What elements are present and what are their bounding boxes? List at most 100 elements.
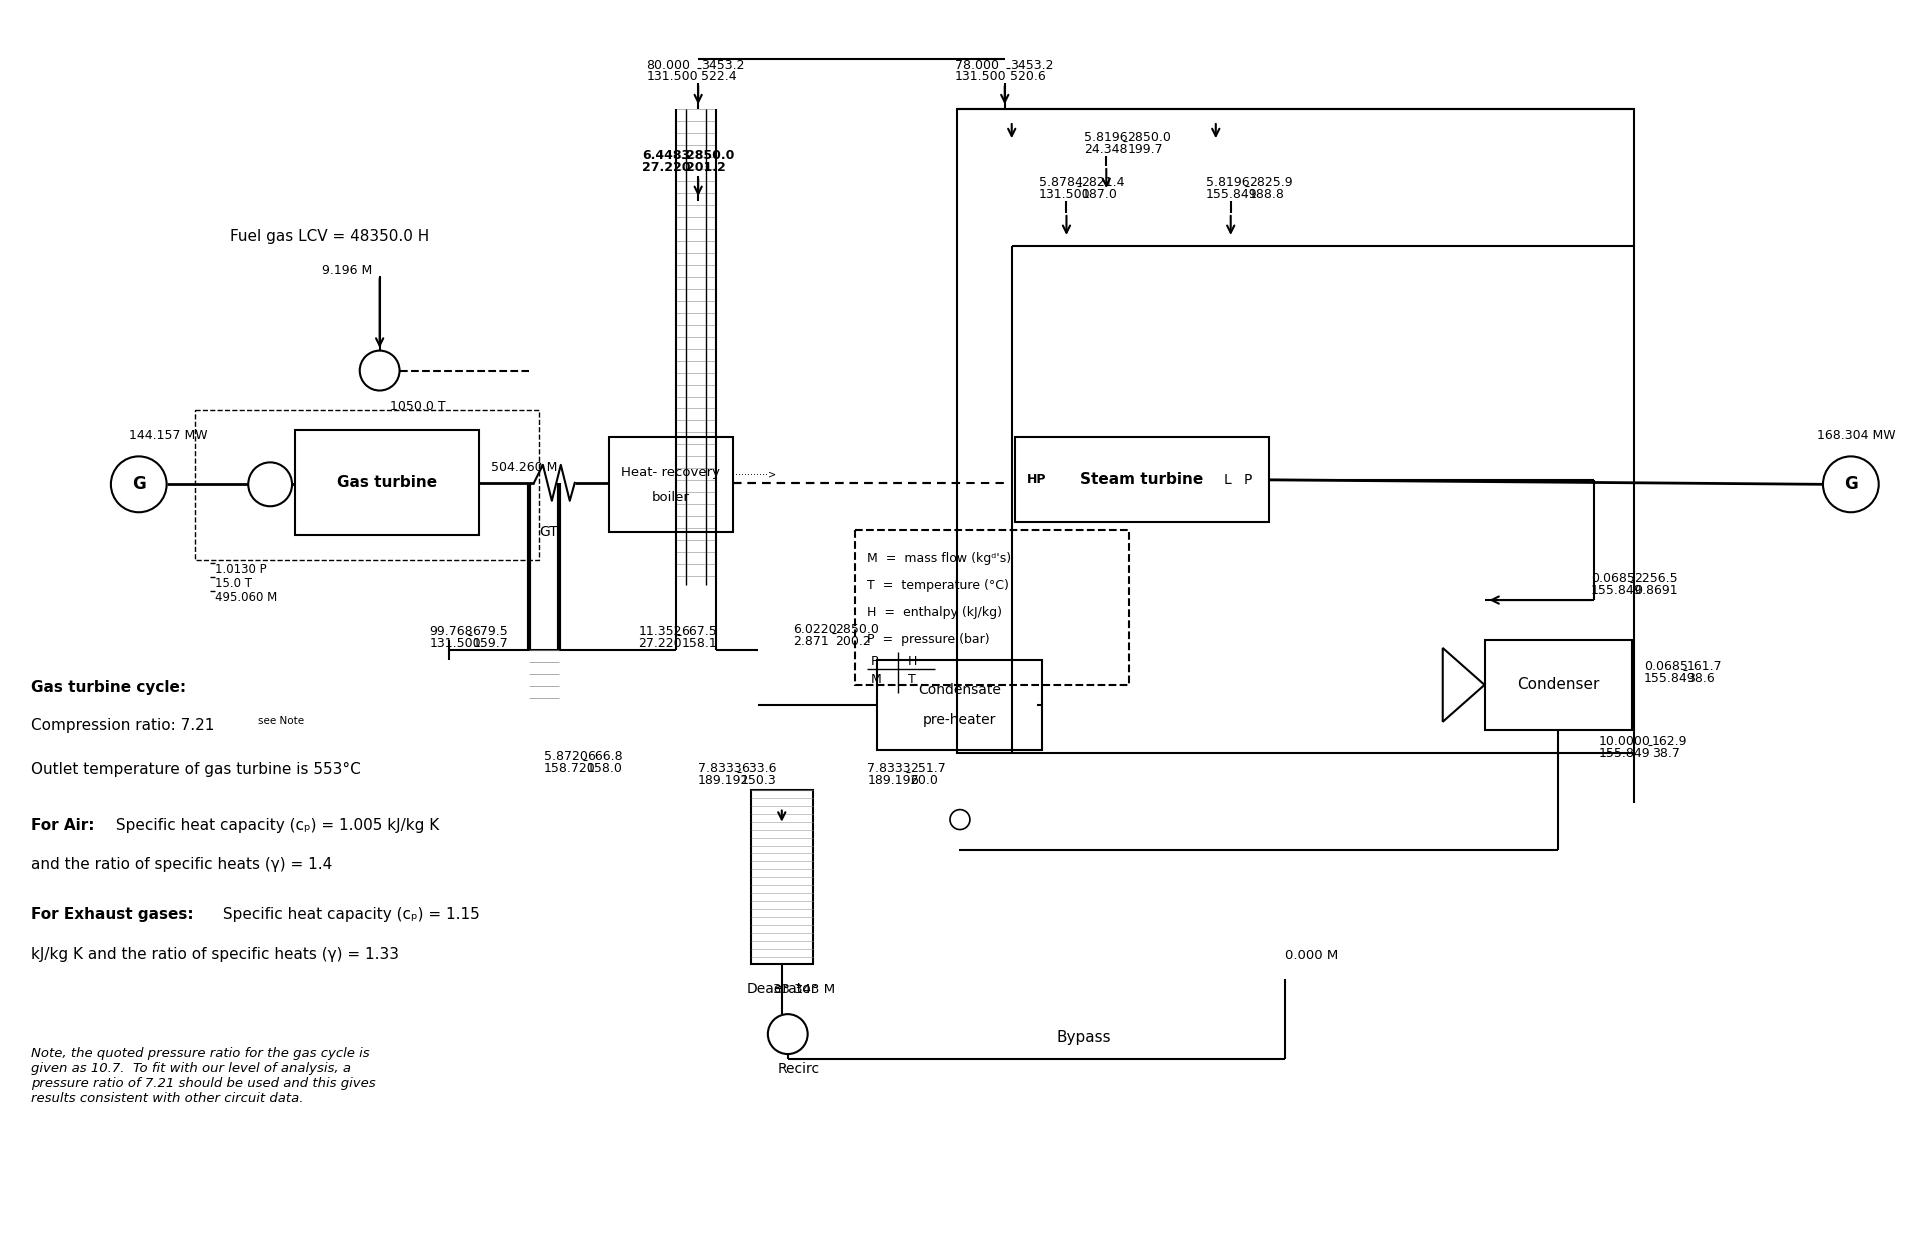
Text: 2821.4: 2821.4 bbox=[1080, 176, 1124, 189]
Text: and the ratio of specific heats (γ) = 1.4: and the ratio of specific heats (γ) = 1.… bbox=[30, 858, 331, 873]
Text: 6.4483: 6.4483 bbox=[642, 149, 690, 162]
Text: Steam turbine: Steam turbine bbox=[1080, 473, 1202, 488]
Text: T  =  temperature (°C): T = temperature (°C) bbox=[867, 579, 1010, 592]
Text: ···········>: ···········> bbox=[735, 470, 775, 480]
Text: 504.260 M: 504.260 M bbox=[491, 461, 556, 474]
Text: T: T bbox=[907, 673, 916, 686]
Text: 188.8: 188.8 bbox=[1248, 188, 1284, 201]
Text: H  =  enthalpy (kJ/kg): H = enthalpy (kJ/kg) bbox=[867, 606, 1002, 619]
Text: 189.192: 189.192 bbox=[697, 774, 749, 786]
Text: 27.220: 27.220 bbox=[638, 637, 682, 650]
Text: 24.348: 24.348 bbox=[1084, 143, 1128, 155]
Text: P  =  pressure (bar): P = pressure (bar) bbox=[867, 633, 989, 646]
Text: 38.6: 38.6 bbox=[1686, 672, 1713, 685]
Bar bbox=[855, 530, 1128, 685]
Text: G: G bbox=[1842, 475, 1857, 493]
Text: 5.8784: 5.8784 bbox=[1038, 176, 1082, 189]
Text: 158.720: 158.720 bbox=[543, 761, 596, 775]
Text: 522.4: 522.4 bbox=[701, 70, 737, 83]
Text: 3453.2: 3453.2 bbox=[1010, 59, 1053, 73]
Text: Gas turbine cycle:: Gas turbine cycle: bbox=[30, 680, 187, 695]
Bar bbox=[608, 438, 733, 532]
Text: Heat- recovery: Heat- recovery bbox=[621, 465, 720, 479]
Text: 10.0000: 10.0000 bbox=[1598, 735, 1650, 747]
Text: 666.8: 666.8 bbox=[587, 750, 623, 762]
Text: 2.871: 2.871 bbox=[792, 635, 829, 648]
Text: P: P bbox=[871, 655, 878, 668]
Text: 3453.2: 3453.2 bbox=[701, 59, 745, 73]
Bar bbox=[1013, 438, 1269, 522]
Text: 27.220: 27.220 bbox=[642, 161, 692, 174]
Text: 0.000 M: 0.000 M bbox=[1284, 949, 1337, 962]
Text: Specific heat capacity (cₚ) = 1.15: Specific heat capacity (cₚ) = 1.15 bbox=[219, 908, 480, 923]
Text: 60.0: 60.0 bbox=[911, 774, 937, 786]
Text: 38.7: 38.7 bbox=[1652, 746, 1678, 760]
Text: Condenser: Condenser bbox=[1516, 677, 1598, 692]
Text: 2850.0: 2850.0 bbox=[1126, 132, 1170, 144]
Text: M  =  mass flow (kgᵈ's): M = mass flow (kgᵈ's) bbox=[867, 552, 1012, 566]
Text: 667.5: 667.5 bbox=[680, 624, 716, 638]
Text: kJ/kg K and the ratio of specific heats (γ) = 1.33: kJ/kg K and the ratio of specific heats … bbox=[30, 947, 398, 962]
Text: 15.0 T: 15.0 T bbox=[215, 577, 251, 591]
Text: 161.7: 161.7 bbox=[1686, 660, 1722, 673]
Text: 155.849: 155.849 bbox=[1642, 672, 1695, 685]
Text: GT: GT bbox=[539, 525, 558, 539]
Text: 5.8720: 5.8720 bbox=[543, 750, 587, 762]
Circle shape bbox=[248, 463, 291, 507]
Text: 2850.0: 2850.0 bbox=[686, 149, 733, 162]
Text: 131.500: 131.500 bbox=[954, 70, 1006, 83]
Text: 158.0: 158.0 bbox=[587, 761, 623, 775]
Text: 633.6: 633.6 bbox=[741, 761, 775, 775]
Circle shape bbox=[1821, 456, 1878, 512]
Text: H: H bbox=[907, 655, 916, 668]
Text: For Exhaust gases:: For Exhaust gases: bbox=[30, 908, 194, 923]
Text: Compression ratio: 7.21: Compression ratio: 7.21 bbox=[30, 717, 215, 732]
Text: 131.500: 131.500 bbox=[429, 637, 480, 650]
Text: 251.7: 251.7 bbox=[911, 761, 945, 775]
Text: 144.157 MW: 144.157 MW bbox=[130, 429, 208, 443]
Text: 187.0: 187.0 bbox=[1080, 188, 1116, 201]
Text: Recirc: Recirc bbox=[777, 1062, 819, 1076]
Text: 0.0685: 0.0685 bbox=[1642, 660, 1686, 673]
Text: 162.9: 162.9 bbox=[1652, 735, 1686, 747]
Circle shape bbox=[949, 810, 970, 830]
Text: Note, the quoted pressure ratio for the gas cycle is
given as 10.7.  To fit with: Note, the quoted pressure ratio for the … bbox=[30, 1047, 375, 1105]
Text: 131.500: 131.500 bbox=[646, 70, 697, 83]
Text: 0.8691: 0.8691 bbox=[1633, 584, 1676, 597]
Bar bbox=[956, 109, 1633, 752]
Bar bbox=[751, 790, 812, 964]
Text: Bypass: Bypass bbox=[1055, 1030, 1111, 1045]
Text: P: P bbox=[1242, 473, 1252, 487]
Text: 11.352: 11.352 bbox=[638, 624, 682, 638]
Bar bbox=[295, 430, 478, 535]
Text: 155.849: 155.849 bbox=[1598, 746, 1650, 760]
Circle shape bbox=[360, 351, 400, 390]
Text: 159.7: 159.7 bbox=[472, 637, 509, 650]
Text: Deaerator: Deaerator bbox=[747, 982, 817, 996]
Text: 2256.5: 2256.5 bbox=[1633, 572, 1676, 586]
Text: 33.343 M: 33.343 M bbox=[772, 983, 834, 996]
Text: 2850.0: 2850.0 bbox=[834, 623, 878, 636]
Text: 201.2: 201.2 bbox=[686, 161, 726, 174]
Text: 0.0685: 0.0685 bbox=[1591, 572, 1634, 586]
Text: 99.768: 99.768 bbox=[429, 624, 472, 638]
Text: 168.304 MW: 168.304 MW bbox=[1815, 429, 1894, 443]
Text: 189.192: 189.192 bbox=[867, 774, 918, 786]
Text: 155.849: 155.849 bbox=[1206, 188, 1257, 201]
Text: 5.8196: 5.8196 bbox=[1084, 132, 1128, 144]
Text: Specific heat capacity (cₚ) = 1.005 kJ/kg K: Specific heat capacity (cₚ) = 1.005 kJ/k… bbox=[110, 818, 438, 833]
Text: 78.000: 78.000 bbox=[954, 59, 998, 73]
Text: L: L bbox=[1223, 473, 1231, 487]
Text: 520.6: 520.6 bbox=[1010, 70, 1046, 83]
Text: see Note: see Note bbox=[257, 716, 305, 726]
Text: Condensate: Condensate bbox=[918, 683, 1000, 697]
Text: 1.0130 P: 1.0130 P bbox=[215, 563, 267, 576]
Text: 9.196 M: 9.196 M bbox=[322, 263, 371, 277]
Bar bbox=[876, 660, 1040, 750]
Text: 495.060 M: 495.060 M bbox=[215, 591, 278, 604]
Text: G: G bbox=[131, 475, 145, 493]
Text: M: M bbox=[871, 673, 880, 686]
Text: 150.3: 150.3 bbox=[741, 774, 777, 786]
Text: pre-heater: pre-heater bbox=[922, 712, 996, 727]
Text: 1050.0 T: 1050.0 T bbox=[389, 400, 446, 414]
